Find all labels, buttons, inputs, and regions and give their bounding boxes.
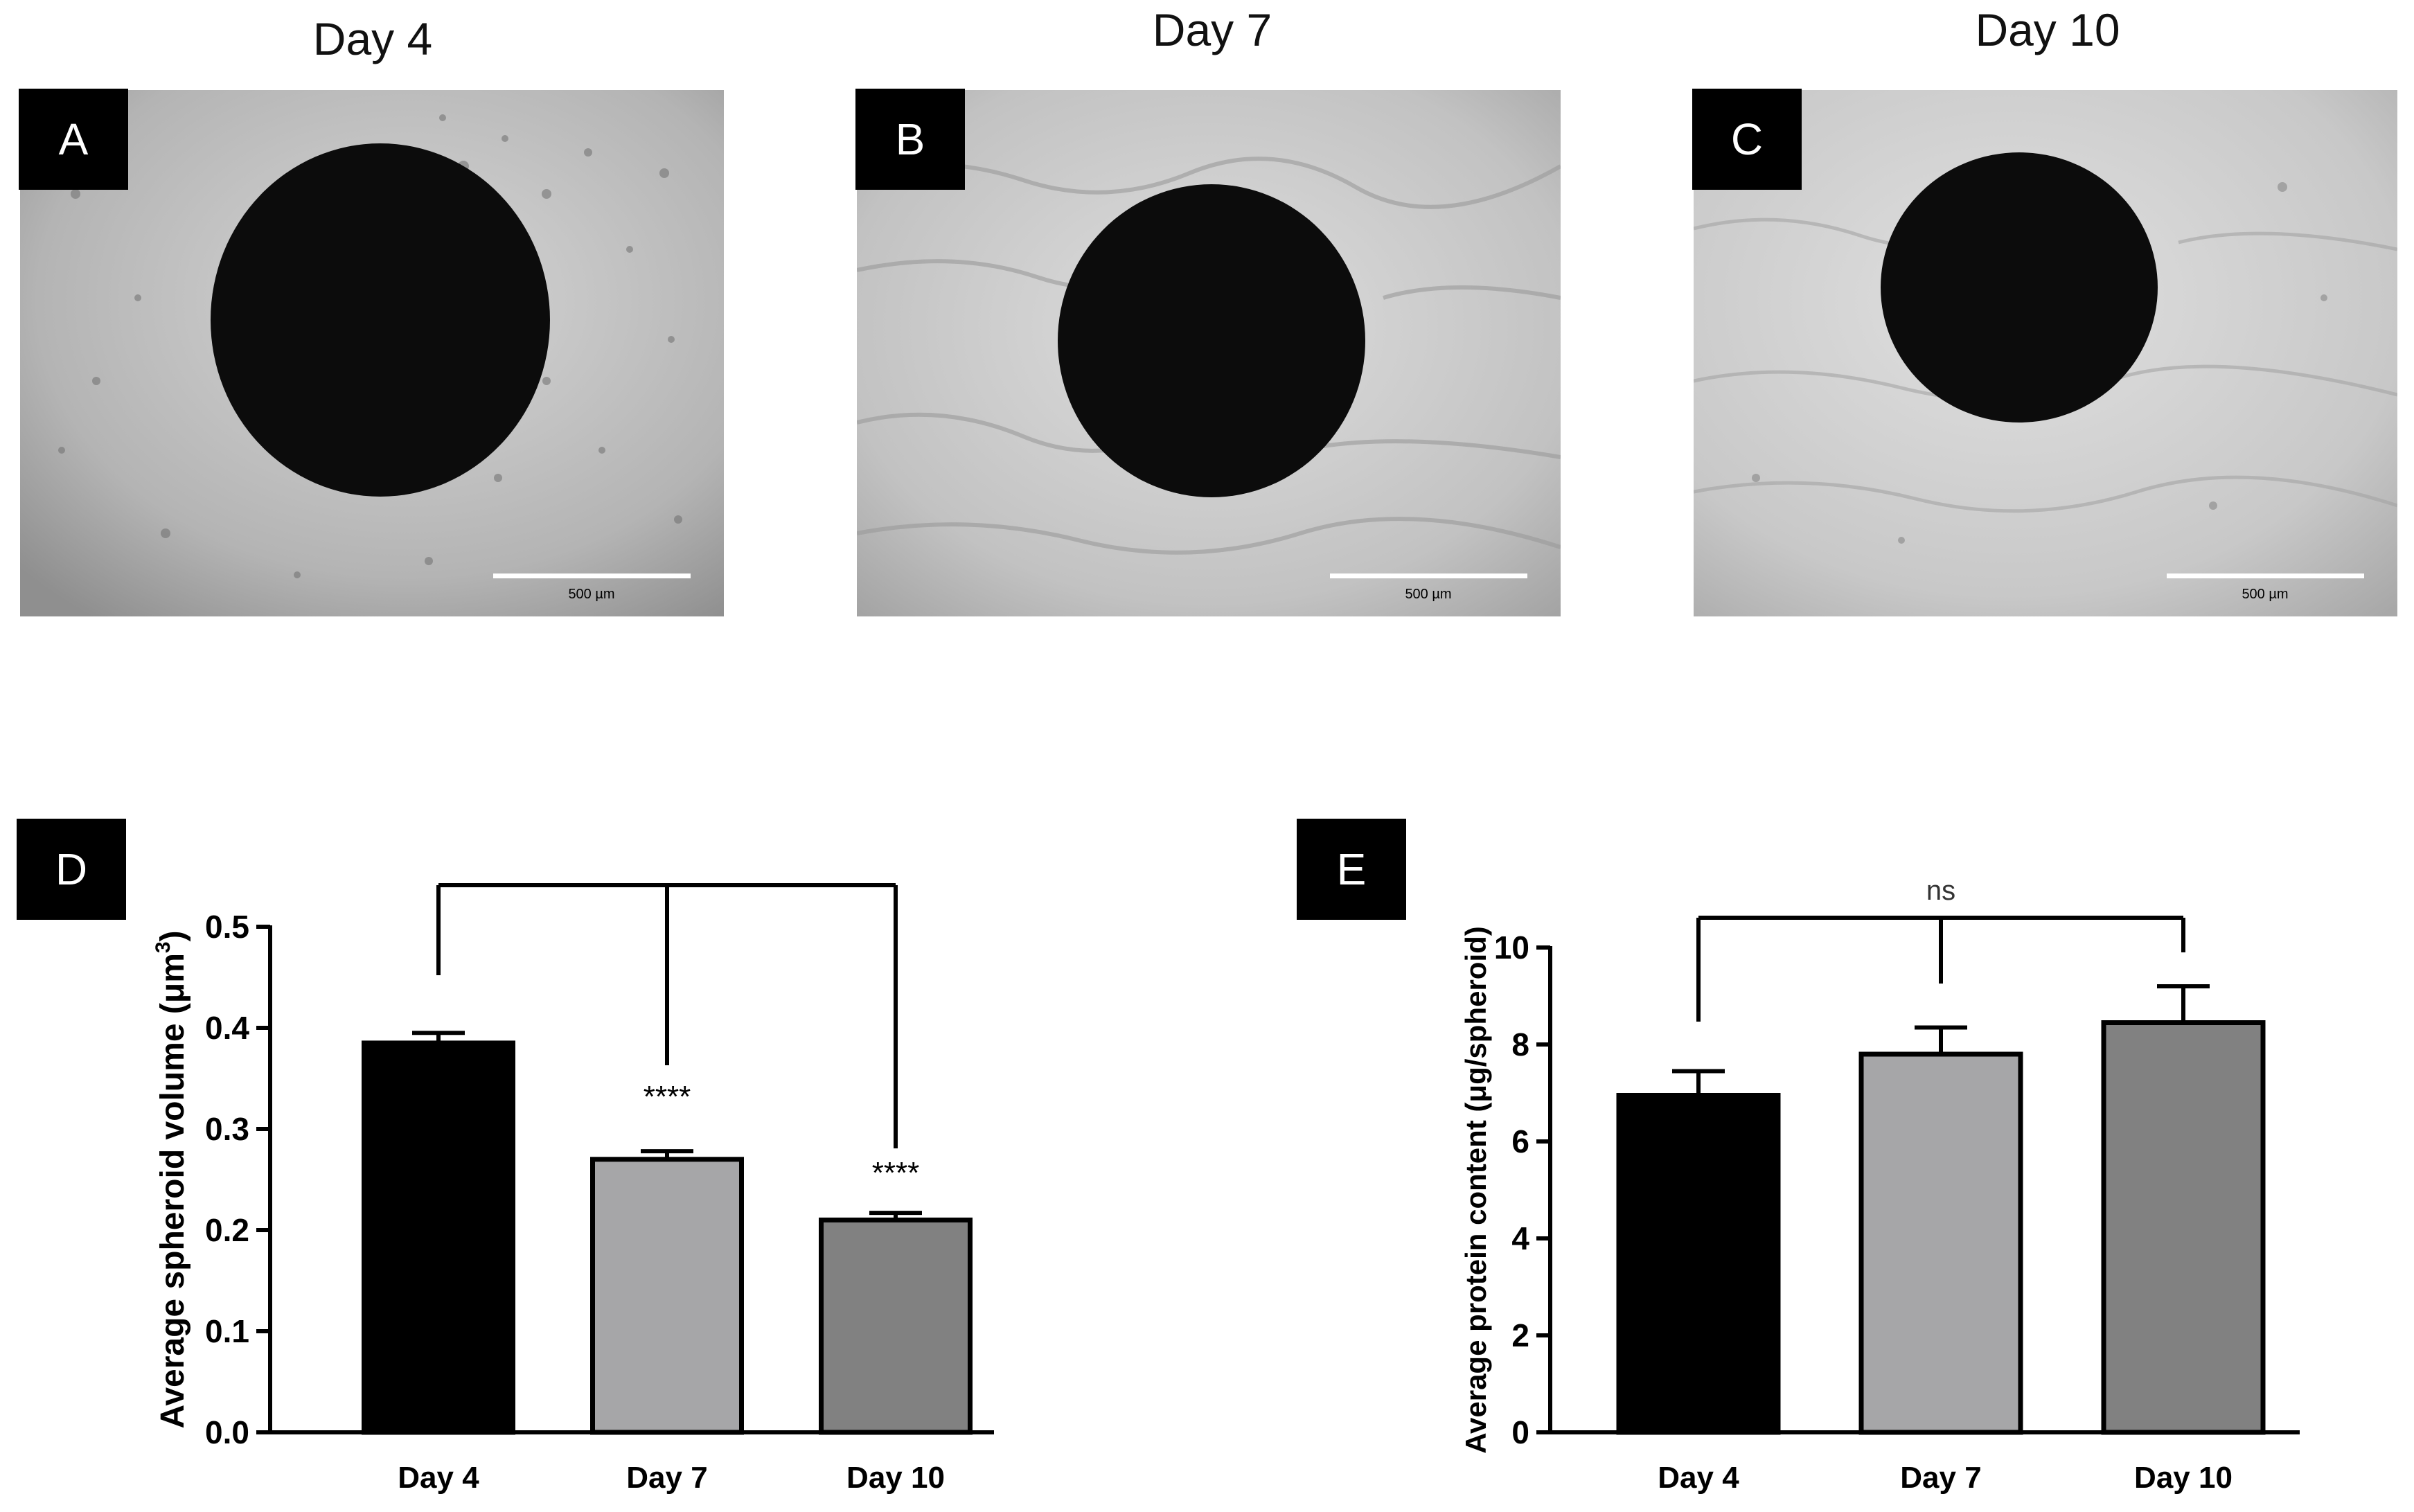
panel-label-d: D	[17, 819, 126, 920]
y-axis-label: Average protein content (μg/spheroid)	[1459, 926, 1492, 1454]
panel-a-title: Day 4	[312, 13, 433, 64]
y-tick-label: 0.4	[205, 1010, 249, 1046]
x-tick-label: Day 10	[2134, 1461, 2233, 1495]
y-tick-label: 0.3	[205, 1111, 249, 1147]
y-tick-label: 4	[1511, 1220, 1529, 1256]
x-tick-label: Day 7	[1900, 1461, 1981, 1495]
x-tick-label: Day 7	[626, 1461, 707, 1495]
x-tick-label: Day 4	[398, 1461, 479, 1495]
y-tick-label: 10	[1494, 930, 1529, 966]
x-tick-label: Day 10	[846, 1461, 945, 1495]
y-tick-label: 0	[1511, 1414, 1529, 1450]
y-axis-label: Average spheroid volume (μm3)	[152, 930, 191, 1428]
micrograph-day-7: 500 µm	[857, 90, 1561, 616]
panel-label-e: E	[1297, 819, 1406, 920]
y-tick-label: 6	[1511, 1123, 1529, 1159]
bar-day-7	[590, 1157, 744, 1435]
bar-day-4	[362, 1040, 515, 1435]
significance-marker: ****	[872, 1156, 920, 1190]
bracket-label: ns	[1926, 875, 1955, 906]
significance-marker: ****	[644, 1080, 691, 1114]
panel-label-c: C	[1692, 89, 1802, 190]
scale-bar-label-c: 500 µm	[2242, 587, 2288, 602]
y-tick-label: 0.5	[205, 909, 249, 945]
bar-day-10	[819, 1217, 973, 1435]
y-tick-label: 2	[1511, 1317, 1529, 1353]
scale-bar-label-b: 500 µm	[1405, 587, 1451, 602]
micrograph-day-10: 500 µm	[1694, 90, 2397, 616]
x-tick-label: Day 4	[1658, 1461, 1739, 1495]
bar-day-7	[1858, 1051, 2023, 1435]
panel-b-title: Day 7	[1152, 4, 1272, 55]
panel-c-title: Day 10	[1975, 4, 2120, 55]
y-tick-label: 0.1	[205, 1313, 249, 1349]
micrograph-day-4: 500 µm	[20, 90, 724, 616]
chart-spheroid-volume: 0.0 0.1 0.2 0.3 0.4 0.5 Average spheroid volum…	[152, 883, 994, 1495]
scale-bar-label-a: 500 µm	[568, 587, 614, 602]
y-tick-label: 0.2	[205, 1212, 249, 1248]
bar-day-4	[1616, 1093, 1781, 1435]
bar-day-10	[2101, 1020, 2266, 1435]
panel-label-b: B	[855, 89, 965, 190]
y-tick-label: 0.0	[205, 1414, 249, 1450]
panel-label-a: A	[19, 89, 128, 190]
y-tick-label: 8	[1511, 1026, 1529, 1062]
